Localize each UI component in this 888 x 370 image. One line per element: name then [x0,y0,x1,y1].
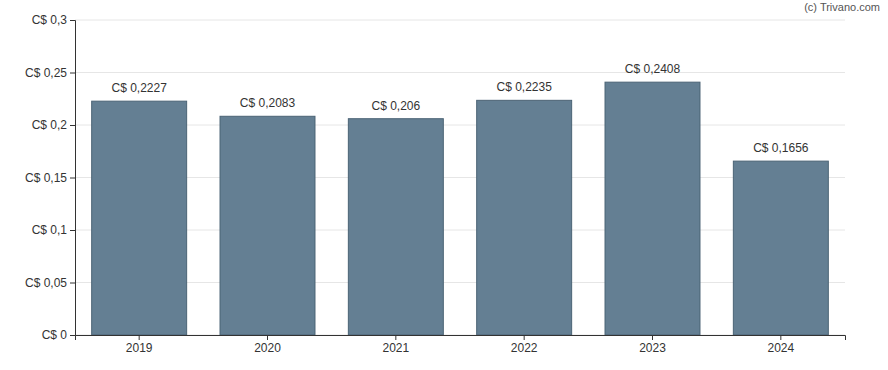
credit: (c) Trivano.com [804,1,880,13]
x-tick-mark [395,335,396,340]
grid-line [75,282,845,283]
grid-line [75,20,845,21]
plot: C$ 0,2227 C$ 0,2083 C$ 0,206 C$ 0,2235 C$ 0,… [25,13,846,354]
x-tick: 2019 [126,335,153,355]
data-label: C$ 0,206 [371,99,420,113]
grid [75,20,845,335]
x-tick: 2020 [254,335,281,355]
data-label: C$ 0,2083 [240,96,296,110]
x-tick: 2023 [639,335,666,355]
bar [220,116,315,335]
bar [605,82,700,335]
y-tick-label: C$ 0,1 [32,223,68,237]
grid-line [75,177,845,178]
y-tick-label: C$ 0,15 [25,171,67,185]
x-axis-line [76,336,846,341]
y-tick: C$ 0,3 [32,13,75,27]
y-tick: C$ 0,1 [32,223,75,237]
grid-line [75,72,845,73]
y-tick-mark [70,125,75,126]
data-label: C$ 0,2408 [625,62,681,76]
y-tick-label: C$ 0 [42,328,68,342]
data-label: C$ 0,1656 [753,141,809,155]
x-tick: 2022 [511,335,538,355]
y-axis-line [70,21,76,336]
x-tick-mark [267,335,268,340]
y-tick-label: C$ 0,25 [25,66,67,80]
bar [92,101,187,335]
bars [92,82,829,335]
data-labels: C$ 0,2227 C$ 0,2083 C$ 0,206 C$ 0,2235 C$ 0,… [111,62,808,155]
y-tick: C$ 0,05 [25,276,75,290]
bar [733,161,828,335]
grid-line [75,125,845,126]
data-label: C$ 0,2235 [496,80,552,94]
data-label: C$ 0,2227 [111,81,167,95]
y-tick-mark [70,178,75,179]
x-tick-mark [524,335,525,340]
y-tick-label: C$ 0,2 [32,118,68,132]
y-tick-label: C$ 0,3 [32,13,68,27]
x-tick: 2024 [767,335,794,355]
x-tick-label: 2022 [511,341,538,355]
y-tick-mark [70,283,75,284]
y-tick-mark [70,73,75,74]
x-tick-mark [139,335,140,340]
x-tick-label: 2024 [767,341,794,355]
x-tick-label: 2019 [126,341,153,355]
y-tick: C$ 0,25 [25,66,75,80]
x-tick-mark [780,335,781,340]
x-tick-label: 2023 [639,341,666,355]
x-tick-label: 2020 [254,341,281,355]
y-tick: C$ 0,2 [32,118,75,132]
chart: C$ 0,2227 C$ 0,2083 C$ 0,206 C$ 0,2235 C$ 0,… [0,0,888,370]
x-tick: 2021 [382,335,409,355]
x-axis: 2019 2020 2021 2022 2023 2024 [76,335,846,355]
bar [348,119,443,335]
y-tick: C$ 0,15 [25,171,75,185]
y-tick-mark [70,335,75,336]
x-tick-label: 2021 [382,341,409,355]
grid-line [75,230,845,231]
x-tick-mark [652,335,653,340]
bar [477,100,572,335]
y-tick: C$ 0 [42,328,75,342]
y-tick-mark [70,20,75,21]
y-tick-label: C$ 0,05 [25,276,67,290]
y-tick-mark [70,230,75,231]
y-axis: C$ 0 C$ 0,05 C$ 0,1 C$ 0,15 C$ 0,2 C$ 0,25 C$ … [25,13,76,342]
